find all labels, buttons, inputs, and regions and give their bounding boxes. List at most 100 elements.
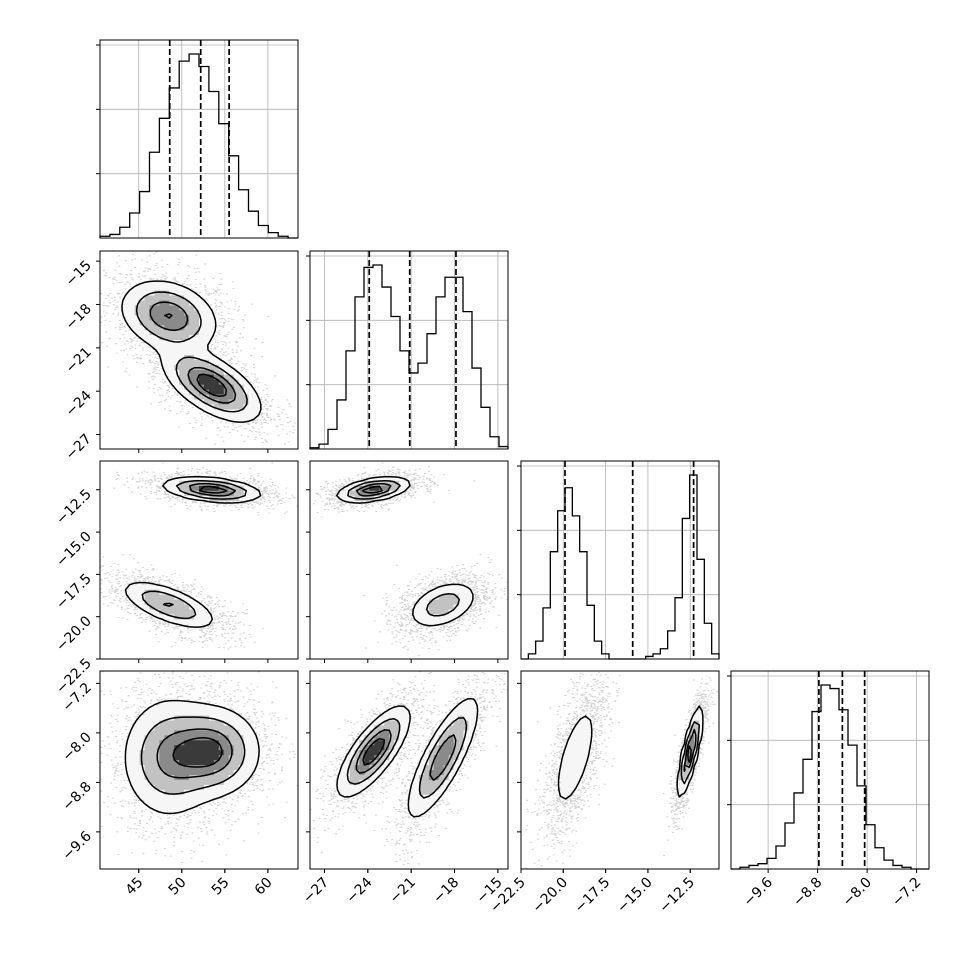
- density-cell: [233, 760, 239, 766]
- density-cell: [174, 490, 180, 497]
- density-cell: [124, 765, 131, 771]
- density-cell: [124, 745, 131, 751]
- density-cell: [164, 745, 170, 751]
- density-cell: [184, 330, 190, 336]
- density-cell: [194, 359, 200, 366]
- density-cell: [174, 320, 180, 326]
- density-cell: [203, 305, 210, 311]
- density-cell: [134, 770, 140, 776]
- density-cell: [379, 485, 385, 492]
- density-cell: [203, 609, 210, 615]
- density-cell: [570, 760, 576, 766]
- density-cell: [339, 779, 346, 786]
- density-cell: [384, 715, 390, 721]
- density-cell: [448, 604, 454, 610]
- density-cell: [184, 720, 190, 726]
- density-cell: [159, 730, 165, 736]
- density-cell: [134, 735, 140, 741]
- density-cell: [213, 745, 220, 751]
- density-cell: [389, 725, 395, 731]
- density-cell: [218, 414, 225, 420]
- density-cell: [423, 594, 430, 600]
- density-cell: [169, 285, 175, 291]
- density-cell: [453, 760, 459, 766]
- density-cell: [208, 394, 215, 400]
- density-cell: [203, 384, 210, 390]
- density-cell: [359, 774, 365, 781]
- density-cell: [473, 710, 479, 716]
- density-cell: [228, 369, 235, 376]
- density-cell: [164, 760, 170, 766]
- density-cell: [565, 774, 571, 781]
- density-cell: [124, 315, 131, 321]
- density-cell: [208, 735, 215, 741]
- density-cell: [164, 480, 170, 487]
- density-cell: [428, 794, 435, 801]
- density-cell: [243, 770, 249, 776]
- density-cell: [565, 745, 571, 751]
- density-cell: [248, 770, 254, 776]
- density-cell: [194, 350, 200, 356]
- density-cell: [189, 750, 195, 756]
- density-cell: [238, 480, 244, 487]
- density-cell: [169, 750, 175, 756]
- density-cell: [164, 280, 170, 287]
- density-cell: [580, 765, 586, 771]
- density-cell: [428, 755, 435, 761]
- density-cell: [203, 750, 210, 756]
- density-cell: [433, 784, 440, 791]
- density-cell: [453, 715, 459, 721]
- density-cell: [394, 720, 400, 726]
- density-cell: [129, 305, 136, 311]
- density-cell: [184, 384, 190, 390]
- density-cell: [213, 774, 220, 781]
- density-cell: [458, 730, 464, 736]
- density-cell: [208, 399, 215, 405]
- density-cell: [463, 604, 469, 610]
- density-cell: [364, 770, 370, 776]
- density-cell: [453, 745, 459, 751]
- density-cell: [443, 614, 449, 620]
- density-cell: [344, 779, 350, 786]
- density-cell: [458, 604, 464, 610]
- density-cell: [129, 315, 136, 321]
- density-cell: [129, 735, 136, 741]
- density-cell: [194, 779, 200, 786]
- histogram-panel-3: [517, 460, 720, 660]
- density-cell: [580, 760, 586, 766]
- density-cell: [458, 584, 464, 591]
- density-cell: [389, 480, 395, 487]
- density-cell: [689, 720, 695, 726]
- density-cell: [580, 730, 586, 736]
- density-cell: [423, 755, 430, 761]
- density-cell: [194, 490, 200, 497]
- density-cell: [184, 599, 190, 605]
- density-cell: [238, 374, 244, 381]
- density-cell: [438, 594, 445, 600]
- density-cell: [565, 789, 571, 796]
- density-cell: [218, 389, 225, 395]
- density-cell: [223, 789, 230, 796]
- density-cell: [149, 710, 155, 716]
- density-cell: [139, 740, 145, 746]
- density-cell: [354, 755, 360, 761]
- density-cell: [384, 760, 390, 766]
- y-tick-label: −8.8: [59, 779, 94, 814]
- density-cell: [394, 745, 400, 751]
- density-cell: [164, 320, 170, 326]
- density-cell: [174, 804, 180, 810]
- density-cell: [169, 799, 175, 806]
- density-cell: [679, 750, 685, 756]
- scatter-panel-3-4: [524, 671, 719, 869]
- density-cell: [134, 750, 140, 756]
- density-cell: [453, 589, 459, 596]
- density-cell: [228, 414, 235, 420]
- density-cell: [144, 710, 150, 716]
- density-cell: [453, 755, 459, 761]
- density-cell: [194, 730, 200, 736]
- density-cell: [423, 604, 430, 610]
- density-cell: [159, 750, 165, 756]
- density-cell: [159, 725, 165, 731]
- density-cell: [199, 725, 205, 731]
- density-cell: [194, 619, 200, 625]
